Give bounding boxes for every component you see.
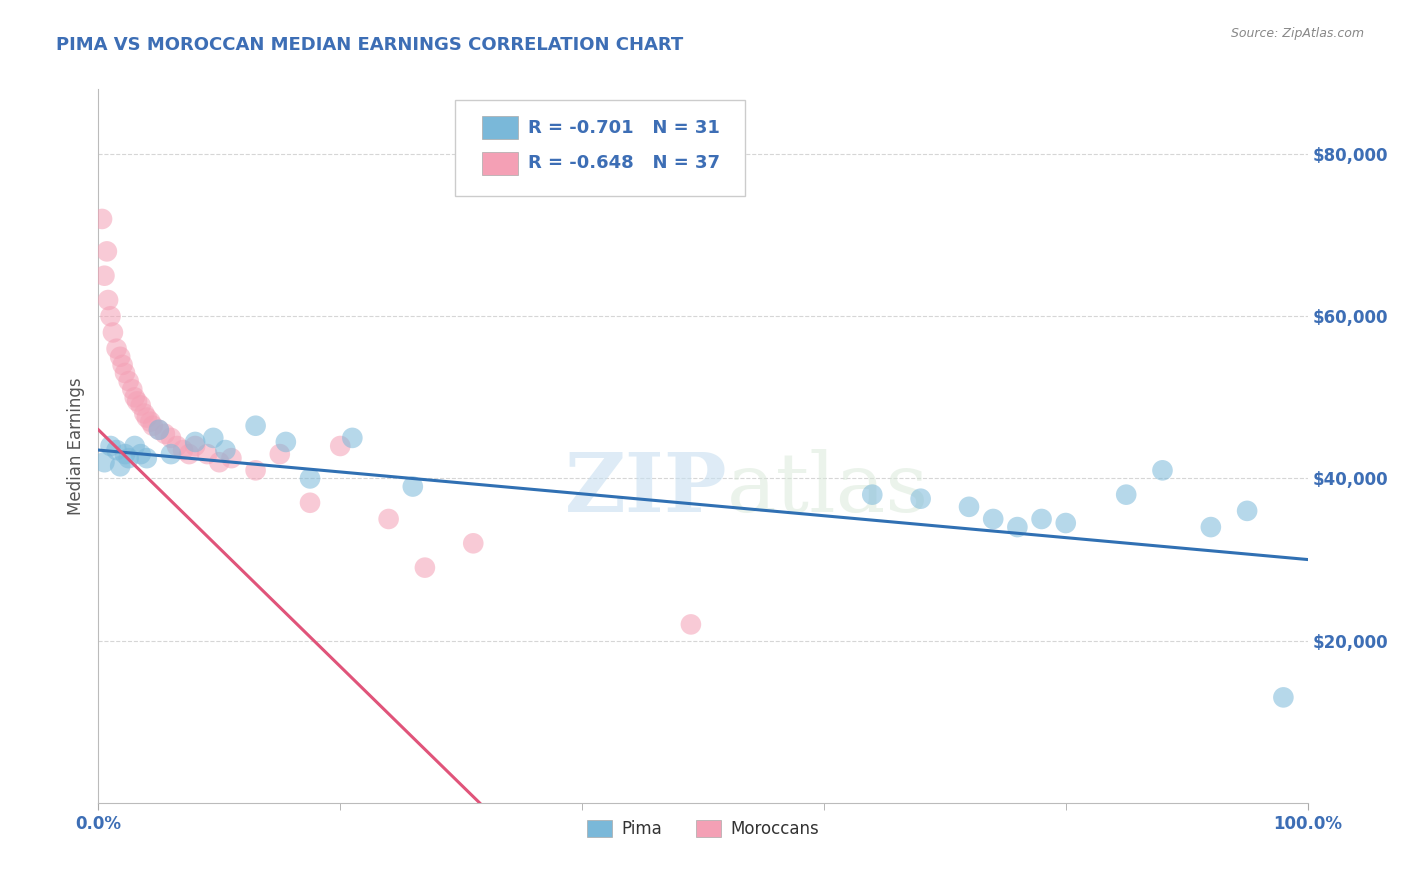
Point	[329, 439, 352, 453]
Point	[111, 358, 134, 372]
Point	[377, 512, 399, 526]
Point	[299, 496, 322, 510]
Point	[214, 443, 236, 458]
Point	[245, 418, 267, 433]
FancyBboxPatch shape	[456, 100, 745, 196]
Point	[142, 418, 165, 433]
Point	[97, 293, 120, 307]
Point	[269, 447, 291, 461]
Point	[114, 447, 136, 461]
Point	[135, 410, 157, 425]
Point	[299, 471, 322, 485]
FancyBboxPatch shape	[482, 116, 517, 139]
Point	[1152, 463, 1174, 477]
Text: PIMA VS MOROCCAN MEDIAN EARNINGS CORRELATION CHART: PIMA VS MOROCCAN MEDIAN EARNINGS CORRELA…	[56, 36, 683, 54]
Point	[245, 463, 267, 477]
Point	[127, 394, 149, 409]
Point	[981, 512, 1004, 526]
Point	[114, 366, 136, 380]
Point	[121, 382, 143, 396]
Point	[93, 268, 115, 283]
Legend: Pima, Moroccans: Pima, Moroccans	[579, 813, 827, 845]
Point	[172, 443, 194, 458]
Point	[202, 431, 225, 445]
Point	[402, 479, 425, 493]
Point	[179, 447, 201, 461]
Point	[274, 434, 297, 449]
Point	[100, 439, 122, 453]
Point	[860, 488, 883, 502]
Point	[124, 439, 146, 453]
Point	[91, 211, 114, 226]
Point	[100, 310, 122, 324]
Point	[413, 560, 436, 574]
Point	[118, 451, 141, 466]
Point	[105, 443, 128, 458]
Point	[134, 407, 156, 421]
Point	[160, 431, 183, 445]
Point	[153, 426, 176, 441]
Text: Source: ZipAtlas.com: Source: ZipAtlas.com	[1230, 27, 1364, 40]
Point	[101, 326, 124, 340]
Point	[108, 459, 131, 474]
Point	[957, 500, 980, 514]
Point	[1031, 512, 1053, 526]
Point	[1007, 520, 1029, 534]
Point	[1236, 504, 1258, 518]
Point	[184, 439, 207, 453]
Point	[463, 536, 485, 550]
Point	[166, 439, 188, 453]
Point	[96, 244, 118, 259]
Point	[124, 390, 146, 404]
Point	[135, 451, 157, 466]
Point	[129, 399, 152, 413]
Point	[1115, 488, 1137, 502]
FancyBboxPatch shape	[482, 152, 517, 175]
Point	[148, 423, 170, 437]
Point	[93, 455, 115, 469]
Point	[139, 415, 162, 429]
Point	[195, 447, 218, 461]
Point	[208, 455, 231, 469]
Point	[129, 447, 152, 461]
Y-axis label: Median Earnings: Median Earnings	[66, 377, 84, 515]
Point	[108, 350, 131, 364]
Point	[118, 374, 141, 388]
Text: atlas: atlas	[727, 449, 929, 529]
Point	[1272, 690, 1295, 705]
Text: ZIP: ZIP	[565, 449, 727, 529]
Point	[910, 491, 932, 506]
Point	[148, 423, 170, 437]
Point	[342, 431, 364, 445]
Text: R = -0.701   N = 31: R = -0.701 N = 31	[527, 119, 720, 136]
Point	[1199, 520, 1222, 534]
Point	[1054, 516, 1077, 530]
Text: R = -0.648   N = 37: R = -0.648 N = 37	[527, 154, 720, 172]
Point	[105, 342, 128, 356]
Point	[221, 451, 243, 466]
Point	[160, 447, 183, 461]
Point	[184, 434, 207, 449]
Point	[679, 617, 702, 632]
